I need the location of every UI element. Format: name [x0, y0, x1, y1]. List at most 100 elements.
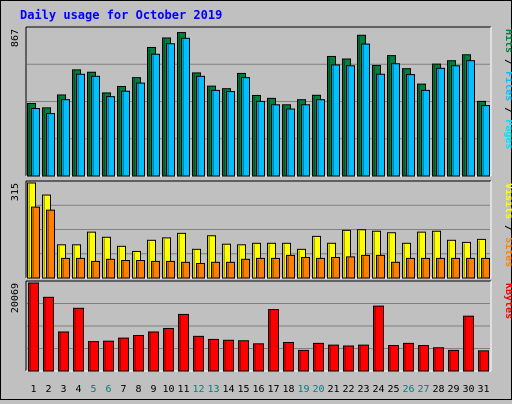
bar-sites	[181, 261, 190, 279]
legend-hits-files-pages: Hits / Files / Pages	[503, 29, 512, 149]
bar-files	[226, 91, 235, 177]
bar-sites	[121, 260, 130, 279]
bar-sites	[211, 261, 220, 279]
bar-files	[301, 104, 310, 177]
x-tick-label: 6	[105, 384, 111, 395]
legend-hits-files-pages-part: /	[503, 53, 512, 71]
bar-files	[166, 43, 175, 177]
bar-sites	[151, 260, 160, 279]
bar-sites	[286, 254, 295, 279]
panel-visits-sites: 315 Visits / Sites	[10, 180, 512, 279]
bar-kbytes	[313, 342, 324, 372]
bar-kbytes	[238, 340, 249, 372]
x-tick-label: 11	[177, 384, 189, 395]
bar-kbytes	[463, 315, 474, 372]
x-tick-label: 5	[90, 384, 96, 395]
bar-sites	[406, 257, 415, 279]
bar-kbytes	[208, 338, 219, 372]
legend-hits-files-pages-part: Hits	[503, 29, 512, 53]
bar-files	[106, 96, 115, 177]
bar-sites	[361, 254, 370, 279]
bar-files	[376, 73, 385, 177]
x-tick-label: 3	[60, 384, 66, 395]
chart-panels: 867 Hits / Files / Pages 315 Visits / Sites…	[10, 26, 512, 372]
bar-kbytes	[28, 282, 39, 372]
bar-files	[136, 82, 145, 177]
bar-kbytes	[193, 335, 204, 372]
bar-files	[46, 113, 55, 177]
x-tick-label: 23	[357, 384, 369, 395]
bar-files	[361, 43, 370, 177]
bar-sites	[481, 257, 490, 279]
bar-sites	[256, 257, 265, 279]
x-tick-label: 12	[192, 384, 204, 395]
bar-sites	[331, 256, 340, 279]
chart-title: Daily usage for October 2019	[20, 8, 222, 22]
x-tick-label: 7	[120, 384, 126, 395]
bar-files	[346, 65, 355, 177]
x-tick-label: 17	[267, 384, 279, 395]
bar-sites	[271, 257, 280, 279]
bar-kbytes	[58, 331, 69, 372]
x-tick-label: 28	[432, 384, 444, 395]
bars-kbytes	[28, 282, 489, 372]
x-tick-label: 29	[447, 384, 459, 395]
x-tick-label: 27	[417, 384, 429, 395]
bar-sites	[301, 256, 310, 279]
legend-visits-sites-part: Sites	[503, 237, 512, 267]
legend-visits-sites-part: Visits	[503, 183, 512, 219]
bar-kbytes	[373, 305, 384, 372]
bar-kbytes	[298, 349, 309, 372]
legend-visits-sites-part: /	[503, 219, 512, 237]
bar-sites	[466, 257, 475, 279]
bar-sites	[76, 257, 85, 279]
bar-kbytes	[268, 309, 279, 372]
x-tick-label: 14	[222, 384, 234, 395]
bar-files	[256, 100, 265, 177]
x-axis-labels: 1 2 3 4 5 6 7 8 9 10 11 12 13 14 15 16 17 18 19 20 21 22 23 24 2…	[30, 384, 489, 395]
bar-sites	[166, 260, 175, 279]
bar-kbytes	[103, 340, 114, 372]
bar-kbytes	[478, 350, 489, 372]
x-tick-label: 4	[75, 384, 81, 395]
bar-kbytes	[418, 345, 429, 372]
bar-files	[121, 90, 130, 177]
bar-files	[31, 108, 40, 177]
y-max-label-hits-files-pages: 867	[10, 29, 21, 47]
x-tick-label: 8	[135, 384, 141, 395]
bar-sites	[91, 260, 100, 279]
legend-hits-files-pages-part: Pages	[503, 119, 512, 149]
x-tick-label: 22	[342, 384, 354, 395]
bar-kbytes	[223, 339, 234, 372]
legend-hits-files-pages-part: Files	[503, 71, 512, 101]
panel-hits-files-pages: 867 Hits / Files / Pages	[10, 26, 512, 177]
x-tick-label: 19	[297, 384, 309, 395]
x-tick-label: 25	[387, 384, 399, 395]
bar-files	[76, 73, 85, 177]
bar-files	[451, 65, 460, 177]
bar-sites	[106, 258, 115, 279]
bar-files	[481, 105, 490, 177]
bar-files	[421, 89, 430, 177]
x-tick-label: 15	[237, 384, 249, 395]
bar-kbytes	[343, 345, 354, 372]
bar-kbytes	[148, 331, 159, 372]
x-tick-label: 18	[282, 384, 294, 395]
bar-sites	[421, 257, 430, 279]
bar-kbytes	[433, 347, 444, 372]
bar-kbytes	[178, 313, 189, 372]
bar-sites	[316, 257, 325, 279]
bar-files	[211, 89, 220, 177]
bar-sites	[391, 261, 400, 279]
bar-files	[331, 64, 340, 177]
bar-files	[436, 67, 445, 177]
bar-kbytes	[328, 344, 339, 372]
bar-sites	[196, 263, 205, 279]
x-tick-label: 9	[150, 384, 156, 395]
bar-kbytes	[358, 344, 369, 372]
x-tick-label: 2	[45, 384, 51, 395]
bar-files	[241, 77, 250, 177]
bar-sites	[61, 257, 70, 279]
x-tick-label: 20	[312, 384, 324, 395]
